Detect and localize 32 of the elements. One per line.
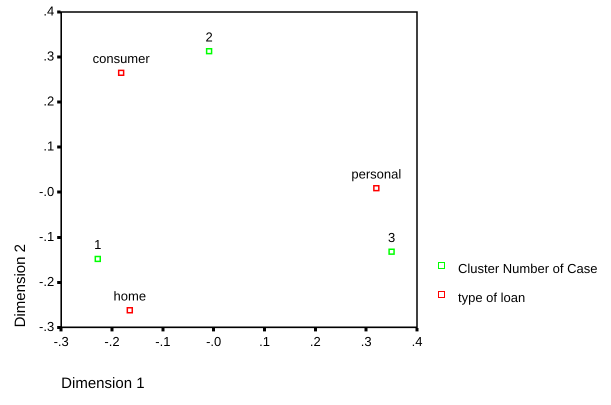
x-tick-label: -.1 bbox=[155, 334, 170, 349]
x-tick-label: .1 bbox=[259, 334, 270, 349]
point bbox=[118, 70, 124, 76]
x-tick-label: .3 bbox=[360, 334, 372, 349]
x-tick-label: -.3 bbox=[54, 334, 69, 349]
point bbox=[388, 248, 395, 255]
legend-label: type of loan bbox=[458, 290, 526, 305]
annotation: 3 bbox=[388, 230, 396, 245]
y-tick-label: -.0 bbox=[39, 184, 54, 199]
y-tick-label: .3 bbox=[43, 48, 54, 64]
legend-label: Cluster Number of Case bbox=[458, 261, 598, 276]
x-tick-label: .2 bbox=[310, 334, 321, 349]
x-axis-title: Dimension 1 bbox=[61, 375, 145, 392]
annotation: 2 bbox=[205, 29, 213, 44]
x-tick-label: -.2 bbox=[104, 334, 120, 349]
x-tick-label: -.0 bbox=[206, 334, 222, 349]
point bbox=[373, 184, 380, 192]
point bbox=[126, 307, 134, 314]
annotation: home bbox=[114, 288, 146, 304]
y-axis-title: Dimension 2 bbox=[12, 244, 30, 328]
y-tick-label: -.2 bbox=[39, 274, 54, 289]
point bbox=[206, 48, 212, 54]
y-tick-label: .2 bbox=[43, 94, 54, 109]
annotation: personal bbox=[351, 166, 402, 182]
y-tick-label: -.1 bbox=[39, 228, 54, 244]
annotation: consumer bbox=[92, 50, 150, 66]
y-tick-label: .4 bbox=[43, 4, 54, 19]
annotation: 1 bbox=[94, 236, 102, 252]
y-tick-label: -.3 bbox=[39, 318, 54, 334]
y-tick-label: .1 bbox=[43, 138, 54, 154]
point bbox=[94, 256, 101, 262]
x-tick-label: .4 bbox=[412, 334, 422, 349]
